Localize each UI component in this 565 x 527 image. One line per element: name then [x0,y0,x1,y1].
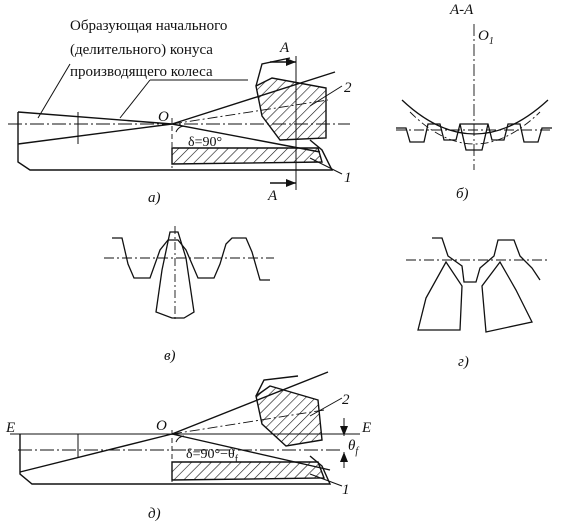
edge-label-left: E [5,420,15,436]
callout-line-3: производящего колеса [70,64,213,80]
section-label-top: A [279,40,290,56]
gear-blank-hatch-d [171,461,326,481]
callout-leader-2 [119,79,151,119]
ring-arc-pitch [409,111,541,145]
gear-blank-hatch [171,147,323,165]
pitch-line-upper [171,71,336,125]
part-label-1-a: 1 [344,170,352,186]
leader-2 [309,85,343,107]
caption-b: б) [456,186,469,202]
cutter-top-edge [255,57,291,87]
panel-g [406,237,548,333]
panel-v [104,226,274,322]
callout-leader-1 [37,63,71,119]
center-tooth-v [155,231,195,319]
section-label-bottom: A [267,188,278,204]
cutter-hatch-d [255,385,323,447]
cone-outline-d [19,434,332,485]
theta-label: θf [348,438,359,457]
angle-label-a: δ=90° [188,135,222,150]
section-title-aa: A-A [449,2,474,18]
leader-1 [309,157,343,175]
angle-arc [175,125,185,133]
center-tooth-b [459,123,489,151]
callout-line-2: (делительного) конуса [70,42,213,58]
cone-lower-edge [17,123,173,145]
theta-arrow-top [340,426,348,436]
leader-1-d [309,473,343,487]
angle-label-d: δ=90°−θf [186,447,239,465]
pitch-line-lower-d [171,433,331,471]
panel-b [396,24,552,170]
part-label-1-d: 1 [342,482,350,498]
tooth-right-g [481,260,533,333]
dash-line-upper-d [171,409,325,435]
caption-a: а) [148,190,161,206]
angle-arc-d [175,435,185,443]
part-label-2-a: 2 [344,80,352,96]
arrow-head-bottom [286,179,296,187]
panel-a [8,56,350,190]
cutter-hatch [255,77,327,141]
pitch-line-lower [171,123,321,153]
callout-line-1: Образующая начального [70,18,227,34]
part-label-2-d: 2 [342,392,350,408]
rack-teeth-b [396,123,552,143]
panel-d [10,371,360,487]
pitch-line-upper-d [171,371,329,435]
caption-g: г) [458,354,469,370]
origin-label-d: O [156,418,167,434]
arrow-head-top [286,58,296,66]
ring-arc-outer [401,99,549,135]
theta-arrow-bottom [340,452,348,462]
cutter-top-edge-d [255,375,299,397]
rack-profile-v [112,237,270,281]
tooth-left-g [417,260,463,331]
rack-profile-g [432,237,541,283]
cone-upper-edge [17,111,173,125]
cone-outline [17,112,334,171]
caption-d: д) [148,506,161,522]
edge-label-right: E [361,420,371,436]
origin-label-a: O [158,109,169,125]
dash-line-upper [171,99,329,125]
cone-lower-edge-d [19,433,173,473]
origin-label-b: O1 [478,28,494,47]
leader-2-d [309,397,343,417]
caption-v: в) [164,348,176,364]
